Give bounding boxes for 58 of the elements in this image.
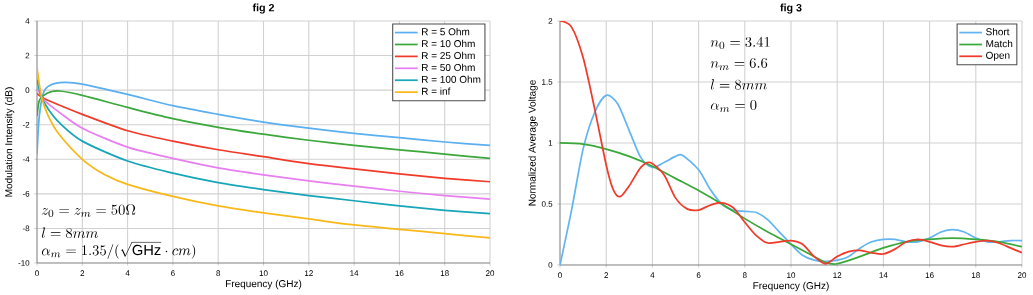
legend-label: R = 10 Ohm — [422, 39, 475, 48]
legend-label: R = 100 Ohm — [422, 75, 481, 83]
x-tick-label: 20 — [1017, 272, 1027, 279]
x-tick-label: 18 — [971, 272, 980, 279]
y-tick-label: -4 — [22, 156, 30, 163]
y-axis-title: Normalized Average Voltage — [528, 80, 538, 206]
y-tick-label: 0 — [25, 87, 30, 93]
legend-label: Open — [986, 51, 1010, 61]
legend-label: Match — [986, 39, 1013, 48]
x-axis-title: Frequency (GHz) — [225, 279, 302, 290]
x-tick-label: 14 — [879, 272, 888, 278]
y-tick-label: 4 — [25, 18, 30, 24]
y-tick-label: 0.5 — [541, 201, 553, 207]
x-tick-label: 0 — [35, 270, 39, 277]
x-tick-label: 6 — [696, 272, 701, 279]
y-tick-label: 1.5 — [542, 79, 553, 85]
annotation: $z_0 = z_m = 50\Omega$ — [41, 204, 136, 217]
x-tick-label: 6 — [171, 270, 175, 277]
x-tick-label: 2 — [80, 270, 85, 276]
x-tick-label: 10 — [787, 272, 796, 279]
legend-label: Short — [986, 27, 1010, 36]
y-tick-label: -8 — [22, 225, 30, 232]
y-tick-label: 1 — [548, 140, 553, 146]
x-tick-label: 12 — [304, 270, 313, 276]
x-tick-label: 0 — [558, 272, 562, 279]
x-tick-label: 20 — [485, 270, 495, 277]
x-tick-label: 4 — [650, 272, 655, 278]
x-tick-label: 10 — [259, 270, 268, 277]
y-axis-title: Modulation Intensity (dB) — [4, 87, 15, 197]
x-tick-label: 2 — [604, 272, 609, 278]
x-tick-label: 14 — [350, 270, 359, 276]
chart-title: fig 2 — [252, 3, 275, 14]
legend-label: R = inf — [422, 87, 451, 95]
y-tick-label: 2 — [548, 18, 553, 24]
annotation: $n_m = 6.6$ — [710, 57, 768, 70]
annotation: $\alpha_m = 1.35/(\sqrt{\mathrm{GHz}}\cdot cm)$ — [41, 242, 196, 259]
y-tick-label: 0 — [548, 262, 553, 268]
line-series — [560, 20, 1022, 265]
x-tick-label: 18 — [440, 270, 449, 277]
x-tick-label: 16 — [925, 272, 934, 279]
legend-label: R = 50 Ohm — [422, 63, 475, 72]
x-axis-title: Frequency (GHz) — [753, 281, 829, 292]
x-tick-label: 8 — [216, 270, 221, 277]
annotation: $n_0 = 3.41$ — [710, 36, 770, 50]
y-tick-label: -2 — [22, 121, 30, 128]
annotation: $l = 8mm$ — [41, 227, 98, 239]
x-tick-label: 16 — [395, 270, 404, 277]
legend-label: R = 5 Ohm — [422, 27, 470, 36]
chart-title: fig 3 — [780, 3, 802, 14]
annotation: $l = 8mm$ — [710, 79, 767, 90]
y-tick-label: -6 — [22, 191, 30, 197]
y-tick-label: -10 — [18, 260, 30, 266]
x-tick-label: 8 — [742, 272, 747, 279]
x-tick-label: 4 — [125, 270, 130, 276]
legend-label: R = 25 Ohm — [422, 51, 475, 60]
x-tick-label: 12 — [833, 272, 842, 278]
annotation: $\alpha_m = 0$ — [710, 99, 757, 112]
y-tick-label: 2 — [25, 52, 30, 59]
